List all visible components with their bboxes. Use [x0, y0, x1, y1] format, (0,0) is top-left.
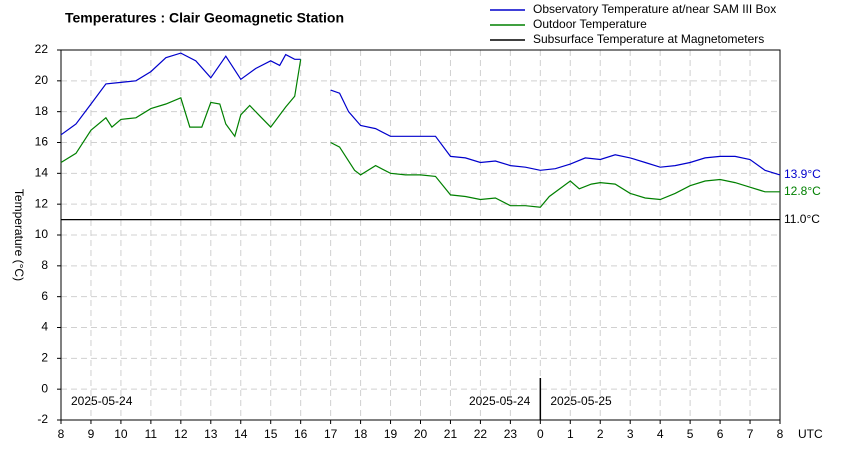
x-tick-label: 2 — [597, 427, 604, 441]
x-tick-label: 18 — [354, 427, 368, 441]
y-tick-label: 4 — [41, 320, 48, 334]
end-label: 13.9°C — [784, 167, 821, 181]
x-tick-label: 7 — [747, 427, 754, 441]
x-tick-label: 22 — [474, 427, 488, 441]
x-tick-label: 15 — [264, 427, 278, 441]
y-tick-label: 2 — [41, 351, 48, 365]
x-tick-label: 23 — [504, 427, 518, 441]
x-tick-label: 9 — [88, 427, 95, 441]
legend-label: Outdoor Temperature — [533, 17, 647, 31]
x-tick-label: 5 — [687, 427, 694, 441]
y-tick-label: 14 — [35, 166, 49, 180]
chart-title: Temperatures : Clair Geomagnetic Station — [65, 10, 344, 26]
y-tick-label: 0 — [41, 381, 48, 395]
x-tick-label: 12 — [174, 427, 188, 441]
y-tick-label: 6 — [41, 289, 48, 303]
x-tick-label: 11 — [145, 427, 158, 441]
annotation: 2025-05-24 — [469, 394, 531, 408]
x-tick-label: 3 — [627, 427, 634, 441]
series-line — [60, 59, 780, 208]
x-tick-label: 8 — [777, 427, 784, 441]
x-tick-label: 6 — [717, 427, 724, 441]
y-tick-label: 10 — [35, 227, 49, 241]
y-tick-label: 8 — [41, 258, 48, 272]
end-label: 11.0°C — [784, 212, 820, 226]
legend-label: Observatory Temperature at/near SAM III … — [533, 2, 776, 16]
annotation: 2025-05-24 — [71, 394, 133, 408]
x-tick-label: 14 — [234, 427, 248, 441]
annotation: 2025-05-25 — [550, 394, 612, 408]
y-tick-label: 18 — [35, 104, 49, 118]
x-tick-label: 10 — [114, 427, 128, 441]
x-tick-label: 13 — [204, 427, 218, 441]
x-tick-label: 21 — [444, 427, 458, 441]
x-tick-label: 0 — [537, 427, 544, 441]
x-tick-label: 8 — [58, 427, 65, 441]
y-tick-label: 12 — [35, 196, 49, 210]
y-tick-label: -2 — [37, 412, 48, 426]
end-label: 12.8°C — [784, 184, 821, 198]
x-tick-label: 16 — [294, 427, 308, 441]
x-tick-label: 19 — [384, 427, 398, 441]
series-line — [60, 52, 781, 176]
y-axis-label: Temperature (°C) — [12, 189, 26, 281]
x-tick-label: 4 — [657, 427, 664, 441]
legend-label: Subsurface Temperature at Magnetometers — [533, 32, 764, 46]
y-tick-label: 20 — [35, 73, 49, 87]
x-tick-label: 20 — [414, 427, 428, 441]
x-unit: UTC — [798, 427, 823, 441]
y-tick-label: 22 — [35, 42, 49, 56]
y-tick-label: 16 — [35, 135, 49, 149]
plot-frame — [60, 49, 781, 421]
x-tick-label: 17 — [324, 427, 338, 441]
x-tick-label: 1 — [567, 427, 574, 441]
